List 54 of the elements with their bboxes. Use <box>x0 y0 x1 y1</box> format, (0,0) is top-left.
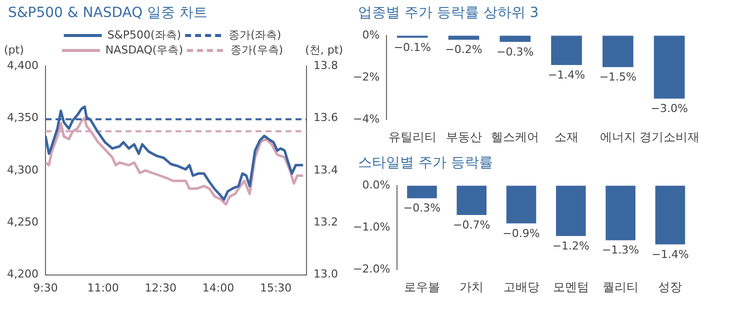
x-tick-label: 모멘텀 <box>552 280 589 294</box>
y2-tick-label: 13.8 <box>314 58 338 72</box>
y-tick-label: 4,300 <box>6 163 38 176</box>
y2-tick-label: 13.4 <box>314 163 338 176</box>
data-label: −1.3% <box>602 244 640 257</box>
legend-label: 종가(좌측) <box>228 28 282 42</box>
x-tick-label: 가치 <box>460 280 484 294</box>
data-label: −3.0% <box>650 102 688 115</box>
legend-label: 종가(우측) <box>230 43 284 56</box>
y2-axis-title: (천, pt) <box>305 43 343 56</box>
data-label: −0.2% <box>445 43 482 56</box>
data-label: −1.5% <box>599 70 637 84</box>
x-tick-label: 헬스케어 <box>491 130 540 144</box>
x-tick-label: 경기소비재 <box>639 130 700 144</box>
chart-title: S&P500 & NASDAQ 일중 차트 <box>8 4 208 22</box>
data-label: −1.2% <box>552 239 590 252</box>
data-label: −1.4% <box>652 248 689 261</box>
data-label: −0.3% <box>403 202 441 215</box>
chart-title: 스타일별 주가 등락률 <box>358 154 493 172</box>
x-tick-label: 9:30 <box>33 281 58 294</box>
y2-tick-label: 13.0 <box>314 268 338 281</box>
data-label: −0.3% <box>496 45 534 58</box>
x-tick-label: 11:00 <box>87 281 119 294</box>
y-tick-label: 4,400 <box>6 58 38 72</box>
x-tick-label: 에너지 <box>600 130 636 144</box>
y-tick-label: 4,250 <box>6 215 38 228</box>
legend-label: NASDAQ(우측) <box>105 43 184 56</box>
x-tick-label: 유틸리티 <box>388 130 436 144</box>
data-label: −0.1% <box>394 41 431 54</box>
y-tick-label: −2% <box>352 70 380 84</box>
y-tick-label: 0.0% <box>362 178 390 192</box>
y-tick-label: 4,200 <box>6 268 38 281</box>
x-tick-label: 15:30 <box>260 281 292 294</box>
y-tick-label: −4% <box>352 112 380 126</box>
y2-tick-label: 13.6 <box>314 111 338 124</box>
x-tick-label: 14:00 <box>202 281 234 294</box>
legend-label: S&P500(좌측) <box>107 28 182 42</box>
x-tick-label: 성장 <box>658 280 682 294</box>
x-tick-label: 로우볼 <box>404 280 440 294</box>
y-tick-label: 4,350 <box>6 111 38 124</box>
y-axis-title: (pt) <box>4 43 24 56</box>
y-tick-label: −2.0% <box>352 262 390 276</box>
x-tick-label: 12:30 <box>144 281 176 294</box>
data-label: −1.4% <box>548 68 586 82</box>
chart-title: 업종별 주가 등락률 상하위 3 <box>358 4 539 22</box>
x-tick-label: 퀄리티 <box>602 280 639 294</box>
y-tick-label: 0% <box>362 28 380 42</box>
data-label: −0.9% <box>502 226 540 240</box>
y2-tick-label: 13.2 <box>314 215 338 228</box>
data-label: −0.7% <box>453 218 490 232</box>
x-tick-label: 고배당 <box>503 280 540 294</box>
x-tick-label: 소재 <box>554 130 579 144</box>
y-tick-label: −1.0% <box>352 220 390 234</box>
x-tick-label: 부동산 <box>446 130 482 144</box>
